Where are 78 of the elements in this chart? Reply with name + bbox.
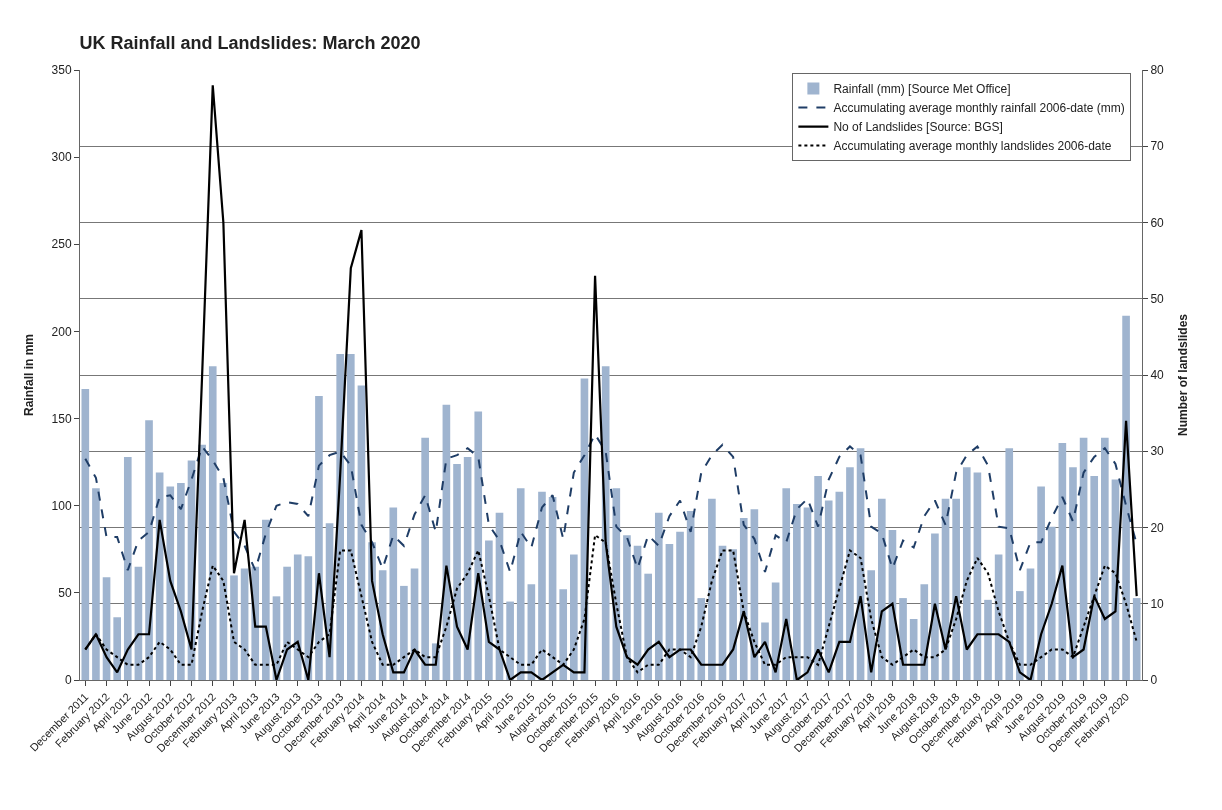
- bar: [708, 498, 716, 680]
- y2-tick-label: 80: [1150, 63, 1165, 78]
- bar: [453, 463, 461, 680]
- bar: [1132, 598, 1141, 680]
- legend-label: Rainfall (mm) [Source Met Office]: [833, 82, 1011, 97]
- bar: [739, 517, 748, 680]
- bar: [846, 467, 854, 680]
- bar: [814, 476, 822, 680]
- bar: [782, 488, 791, 680]
- bar: [283, 566, 291, 680]
- bar: [240, 568, 249, 680]
- y-tick-label: 350: [51, 63, 72, 78]
- bar: [962, 467, 971, 680]
- bar: [1069, 467, 1077, 680]
- bar: [1016, 591, 1024, 680]
- bar: [697, 598, 706, 680]
- bar: [984, 599, 992, 680]
- bar: [559, 589, 568, 680]
- bar: [166, 486, 175, 680]
- bar: [346, 354, 355, 680]
- bar: [1090, 476, 1099, 680]
- bar: [208, 366, 217, 680]
- bar: [516, 488, 525, 680]
- bar: [389, 507, 398, 680]
- legend-label: Accumulating average monthly landslides 2006-date: [833, 139, 1112, 154]
- bar: [123, 456, 132, 680]
- bar: [676, 531, 684, 680]
- y-tick-label: 50: [58, 586, 72, 601]
- y-tick-label: 0: [64, 673, 72, 688]
- y2-tick-label: 70: [1150, 139, 1165, 154]
- y-tick-label: 100: [51, 498, 72, 513]
- bar: [198, 444, 206, 680]
- y-tick-label: 150: [51, 411, 72, 426]
- bar: [113, 617, 121, 680]
- bar: [877, 498, 886, 680]
- bar: [421, 437, 429, 680]
- bar: [1101, 437, 1109, 680]
- bar: [92, 488, 100, 680]
- bar: [538, 491, 546, 680]
- bar: [262, 519, 270, 680]
- bar: [570, 554, 578, 680]
- chart-title: UK Rainfall and Landslides: March 2020: [79, 33, 421, 54]
- bar: [824, 500, 833, 680]
- y-tick-label: 200: [51, 324, 72, 339]
- bar: [931, 533, 939, 680]
- y-tick-label: 300: [51, 150, 72, 165]
- bar: [485, 540, 493, 680]
- bar: [729, 549, 737, 680]
- bar: [644, 573, 652, 680]
- bar: [920, 584, 929, 680]
- y2-tick-label: 50: [1150, 291, 1165, 306]
- bar: [230, 575, 238, 680]
- bar: [474, 411, 483, 680]
- legend-label: Accumulating average monthly rainfall 2006-date (mm): [833, 101, 1125, 116]
- bar: [793, 503, 801, 680]
- bar: [623, 535, 631, 680]
- y-axis-title: Rainfall in mm: [21, 333, 36, 417]
- y2-tick-label: 20: [1150, 520, 1165, 535]
- bar: [81, 388, 90, 680]
- y2-tick-label: 40: [1150, 368, 1165, 383]
- y2-tick-label: 0: [1150, 673, 1158, 688]
- bar: [145, 420, 153, 680]
- y2-tick-label: 10: [1150, 596, 1165, 611]
- y2-tick-label: 30: [1150, 444, 1165, 459]
- legend-label: No of Landslides [Source: BGS]: [833, 120, 1003, 135]
- bar: [1005, 448, 1014, 680]
- y2-tick-label: 60: [1150, 215, 1165, 230]
- y-tick-label: 250: [51, 237, 72, 252]
- bar: [952, 498, 960, 680]
- bar: [1037, 486, 1045, 680]
- bar: [177, 483, 185, 680]
- bar: [654, 512, 663, 680]
- bar: [315, 395, 323, 680]
- bar: [1047, 526, 1056, 680]
- y2-axis-title: Number of landslides: [1175, 313, 1190, 437]
- bar: [400, 585, 408, 680]
- bar: [293, 554, 302, 680]
- bar: [506, 601, 514, 680]
